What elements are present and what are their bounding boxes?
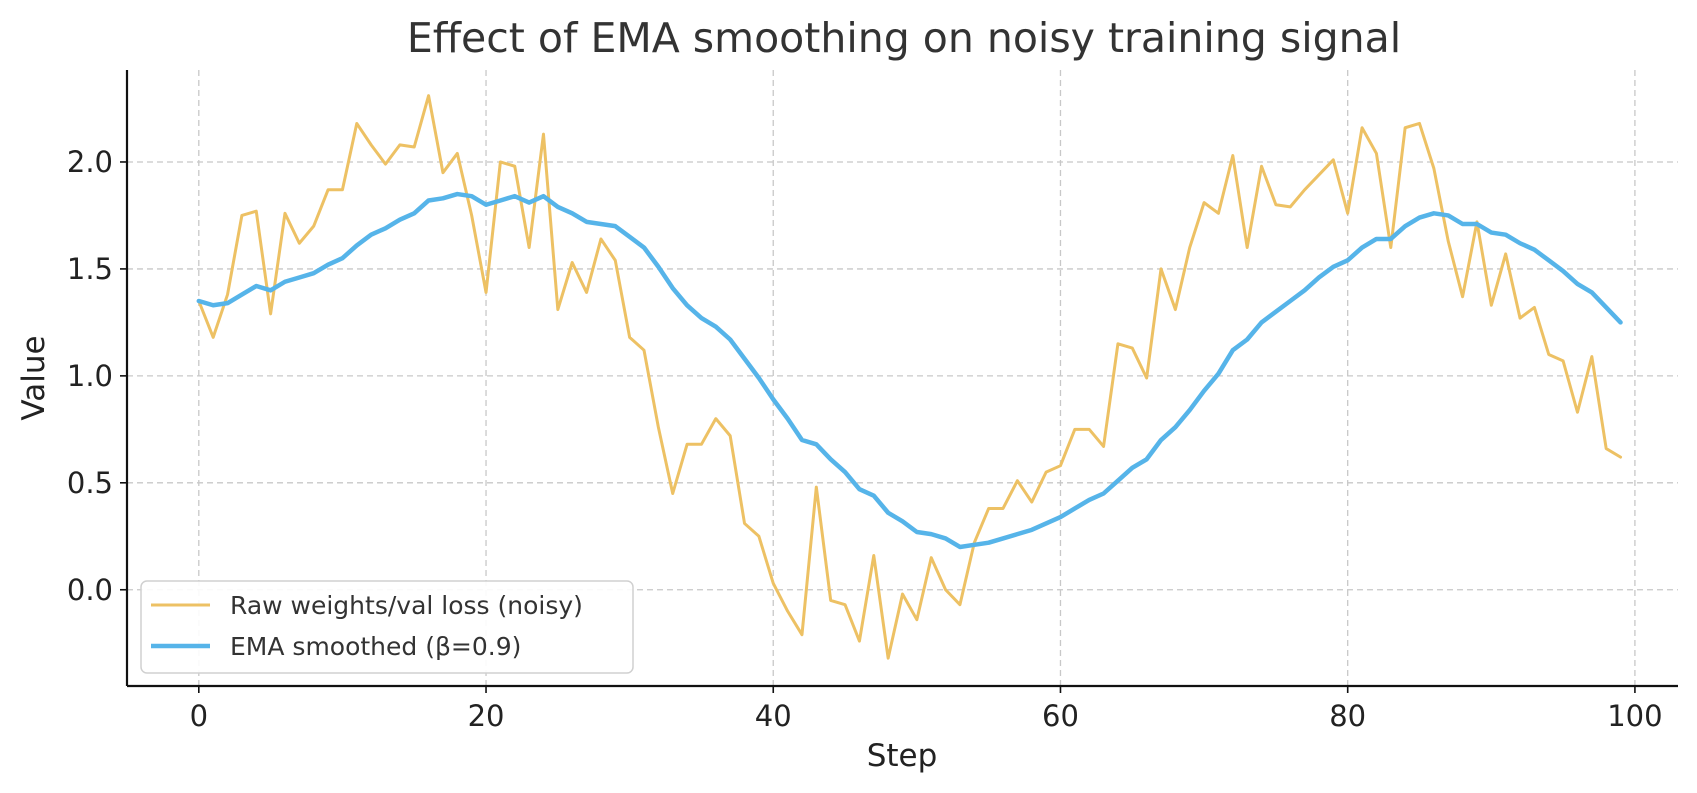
x-tick-label-3: 60	[1042, 699, 1079, 733]
y-tick-label-4: 2.0	[67, 145, 113, 179]
legend-label-ema: EMA smoothed (β=0.9)	[230, 632, 521, 661]
axes	[125, 70, 1678, 688]
series-line-ema	[196, 191, 1623, 550]
legend: Raw weights/val loss (noisy) EMA smoothe…	[140, 580, 634, 674]
x-axis-ticks: 0 20 40 60 80 100	[190, 686, 1663, 733]
chart-title: Effect of EMA smoothing on noisy trainin…	[407, 14, 1401, 62]
y-tick-label-2: 1.0	[67, 359, 113, 393]
x-tick-label-5: 100	[1607, 699, 1662, 733]
series-line-raw	[197, 94, 1623, 660]
y-axis-ticks: 0.0 0.5 1.0 1.5 2.0	[67, 145, 127, 607]
x-tick-label-0: 0	[190, 699, 208, 733]
y-axis-label: Value	[16, 335, 52, 420]
legend-label-raw: Raw weights/val loss (noisy)	[230, 591, 583, 620]
y-tick-label-1: 0.5	[67, 466, 113, 500]
y-tick-label-3: 1.5	[67, 252, 113, 286]
legend-box	[140, 580, 634, 674]
y-tick-label-0: 0.0	[67, 573, 113, 607]
plot-series	[196, 94, 1623, 660]
x-axis-label: Step	[867, 738, 938, 774]
x-tick-label-4: 80	[1329, 699, 1366, 733]
x-tick-label-1: 20	[468, 699, 505, 733]
x-tick-label-2: 40	[755, 699, 792, 733]
